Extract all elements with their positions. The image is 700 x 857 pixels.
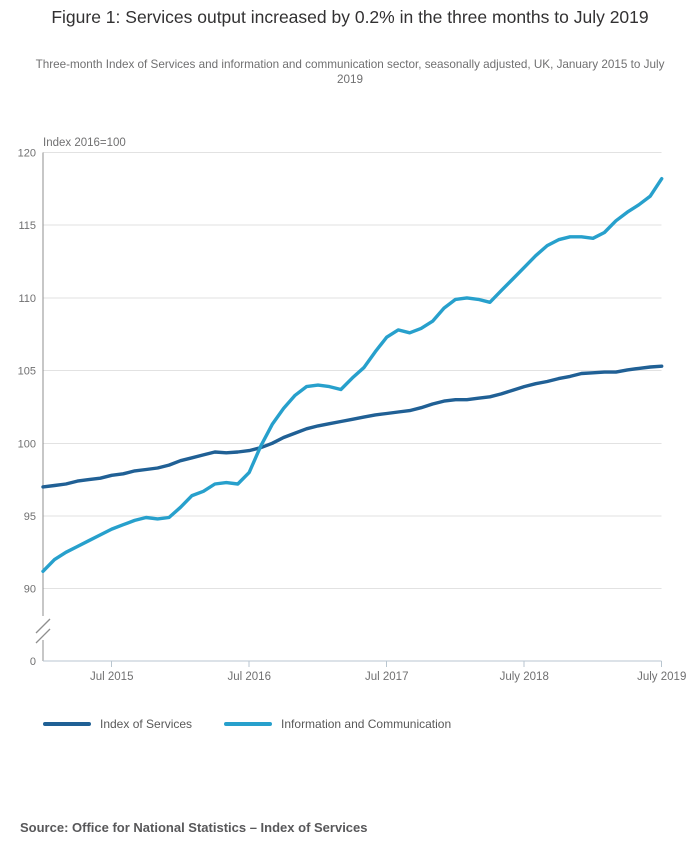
svg-text:120: 120	[18, 148, 36, 160]
svg-text:105: 105	[18, 366, 36, 378]
svg-text:July 2018: July 2018	[500, 671, 549, 683]
chart-title: Figure 1: Services output increased by 0…	[51, 7, 649, 27]
svg-text:100: 100	[18, 438, 36, 450]
svg-text:July 2019: July 2019	[637, 671, 686, 683]
source-note: Source: Office for National Statistics –…	[20, 820, 368, 835]
svg-text:95: 95	[24, 511, 36, 523]
svg-text:Jul 2015: Jul 2015	[90, 671, 133, 683]
svg-text:Jul 2017: Jul 2017	[365, 671, 408, 683]
legend-item-index-of-services: Index of Services	[43, 717, 192, 731]
svg-text:0: 0	[30, 656, 36, 668]
legend-label: Information and Communication	[281, 717, 452, 731]
svg-text:Jul 2016: Jul 2016	[228, 671, 271, 683]
legend-item-information-and-communication: Information and Communication	[224, 717, 451, 731]
svg-text:110: 110	[18, 293, 36, 305]
svg-text:Index 2016=100: Index 2016=100	[43, 137, 126, 149]
chart-area: Index 2016=100 90 95 100 105 110 115 120 0 Jul 20…	[0, 130, 700, 700]
chart-legend: Index of Services Information and Commun…	[43, 717, 451, 731]
chart-svg: Index 2016=100 90 95 100 105 110 115 120 0 Jul 20…	[18, 137, 687, 683]
svg-text:90: 90	[24, 584, 36, 596]
series-swatch-dark-blue	[43, 722, 91, 726]
legend-label: Index of Services	[100, 717, 193, 731]
chart-subtitle: Three-month Index of Services and inform…	[35, 58, 665, 87]
series-swatch-light-blue	[224, 722, 273, 726]
svg-text:115: 115	[18, 220, 36, 232]
